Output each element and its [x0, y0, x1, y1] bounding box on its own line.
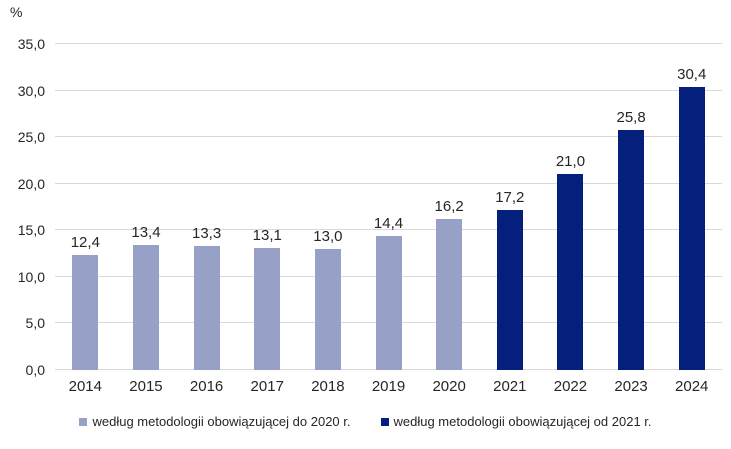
x-axis-label-2014: 2014: [68, 378, 102, 395]
bar-slot: 30,4: [661, 44, 722, 370]
bar-slot: 21,0: [540, 44, 601, 370]
bar-2019: 14,4: [374, 215, 403, 370]
bar-value-label: 17,2: [495, 188, 525, 206]
legend-item: według metodologii obowiązującej do 2020…: [79, 414, 351, 429]
bar-value-label: 25,8: [616, 108, 646, 126]
bar-slot: 14,4: [358, 44, 419, 370]
legend-swatch-icon: [79, 417, 88, 426]
x-axis: 2014 2015 2016 2017 2018 2019 2020 2021 2022 2023…: [55, 378, 722, 395]
legend-label: według metodologii obowiązującej do 2020…: [92, 414, 351, 429]
bar-slot: 13,4: [116, 44, 177, 370]
bar-value-label: 13,4: [131, 224, 161, 242]
legend-swatch-icon: [380, 417, 389, 426]
y-axis-tick-label: 20,0: [17, 175, 45, 192]
bar-slot: 25,8: [601, 44, 662, 370]
plot-area: 12,4 13,4 13,3 13,1 13,0 14,4 16,2 17,2 21,0 25,8…: [55, 43, 722, 370]
y-axis-tick-label: 15,0: [17, 222, 45, 239]
bar-value-label: 13,0: [313, 227, 343, 245]
bar-value-label: 13,1: [252, 226, 282, 244]
bar-2016: 13,3: [192, 225, 221, 370]
legend-item: według metodologii obowiązującej od 2021…: [380, 414, 652, 429]
bar-value-label: 21,0: [555, 153, 586, 171]
bar-2024: 30,4: [677, 66, 706, 370]
bar-value-label: 14,4: [373, 214, 404, 232]
gridline: [55, 182, 722, 184]
bar-slot: 12,4: [55, 44, 116, 370]
bars-container: 12,4 13,4 13,3 13,1 13,0 14,4 16,2 17,2 21,0 25,8…: [55, 44, 722, 370]
bar-2014: 12,4: [71, 234, 100, 370]
bar-slot: 17,2: [479, 44, 540, 370]
y-axis-tick-label: 0,0: [25, 362, 45, 378]
bar-2022: 21,0: [556, 153, 585, 370]
bar-slot: 13,1: [237, 44, 298, 370]
legend: według metodologii obowiązującej do 2020…: [0, 414, 731, 429]
bar-value-label: 16,2: [434, 198, 464, 216]
bar-value-label: 13,3: [191, 225, 222, 243]
gridline: [55, 43, 722, 44]
y-axis-tick-label: 5,0: [25, 315, 45, 332]
bar-slot: 13,3: [176, 44, 237, 370]
bar-2017: 13,1: [253, 227, 282, 370]
gridline: [55, 89, 722, 91]
y-axis-tick-label: 25,0: [17, 129, 45, 146]
x-axis-label-2015: 2015: [129, 378, 163, 395]
bar-2023: 25,8: [616, 109, 646, 370]
y-axis-unit-label: %: [10, 4, 23, 20]
bar-2018: 13,0: [313, 228, 342, 370]
x-axis-label-2018: 2018: [311, 378, 345, 395]
x-axis-label-2017: 2017: [250, 378, 284, 395]
bar-2021: 17,2: [495, 189, 524, 370]
x-axis-label-2019: 2019: [371, 378, 406, 395]
gridline: [55, 136, 722, 138]
x-axis-label-2024: 2024: [675, 378, 709, 395]
bar-slot: 13,0: [298, 44, 359, 370]
y-axis-tick-label: 35,0: [17, 36, 45, 52]
x-axis-label-2021: 2021: [493, 378, 527, 395]
y-axis-tick-label: 10,0: [17, 268, 45, 285]
gridline: [55, 229, 722, 231]
bar-2020: 16,2: [435, 198, 464, 370]
bar-slot: 16,2: [419, 44, 480, 370]
bar-2015: 13,4: [131, 224, 161, 370]
x-axis-label-2016: 2016: [189, 378, 224, 395]
x-axis-label-2020: 2020: [432, 378, 466, 395]
bar-value-label: 30,4: [677, 65, 707, 83]
x-axis-label-2023: 2023: [614, 378, 648, 395]
x-axis-label-2022: 2022: [553, 378, 588, 395]
bar-value-label: 12,4: [70, 233, 100, 251]
legend-label: według metodologii obowiązującej od 2021…: [393, 414, 652, 429]
y-axis-tick-label: 30,0: [17, 82, 45, 99]
